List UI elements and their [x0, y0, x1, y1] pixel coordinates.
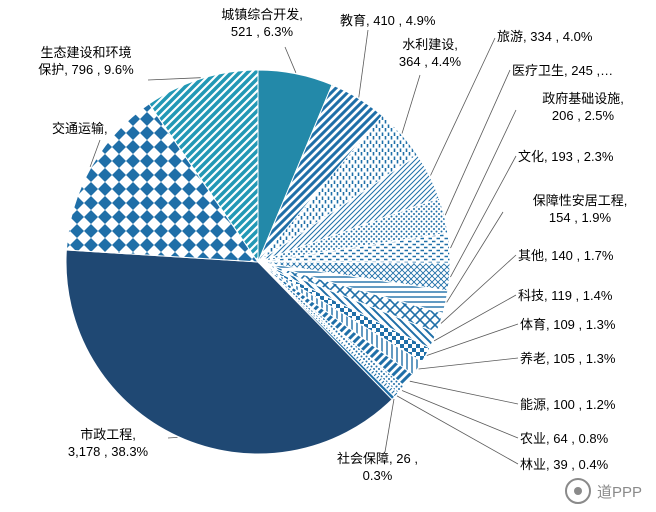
pie-slices-group: [65, 69, 451, 455]
leader-lines-group: [89, 29, 519, 465]
leader-line-10: [426, 323, 519, 356]
leader-line-14: [396, 395, 519, 465]
leader-line-13: [401, 390, 519, 439]
leader-line-16: [167, 437, 178, 439]
leader-line-5: [450, 109, 517, 249]
leader-line-7: [446, 211, 504, 303]
leader-line-2: [401, 74, 421, 134]
pie-slice-18: [148, 69, 259, 264]
leader-line-18: [147, 77, 201, 81]
leader-line-15: [384, 398, 395, 453]
leader-line-9: [433, 294, 517, 342]
brand-text: 道PPP: [596, 483, 642, 501]
leader-line-1: [358, 29, 369, 98]
leader-line-12: [409, 380, 519, 405]
leader-line-0: [284, 46, 297, 73]
leader-line-8: [440, 254, 517, 324]
leader-line-17: [89, 139, 101, 168]
brand-watermark: 道PPP: [564, 478, 642, 504]
pie-slice-16: [65, 249, 393, 455]
leader-line-3: [430, 37, 496, 176]
pie-slice-17: [65, 103, 259, 263]
brand-logo-icon: [564, 478, 591, 504]
leader-line-11: [418, 357, 519, 370]
leader-line-4: [444, 69, 511, 216]
leader-line-6: [450, 155, 517, 278]
